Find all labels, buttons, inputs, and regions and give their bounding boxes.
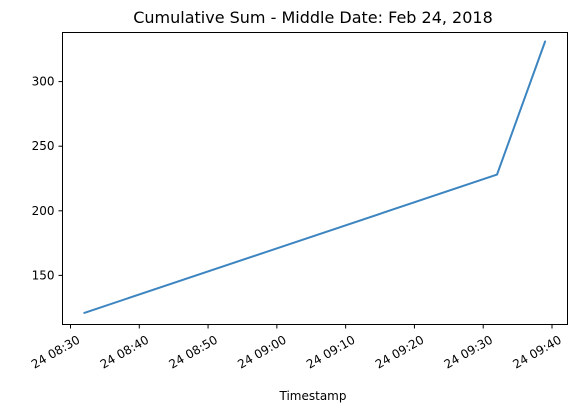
x-axis-label: Timestamp [279, 389, 347, 403]
x-tick-label: 24 09:20 [373, 333, 426, 372]
x-tick-label: 24 09:40 [510, 333, 563, 372]
plot-area [63, 33, 568, 325]
x-tick-label: 24 09:30 [442, 333, 495, 372]
y-tick-label: 150 [32, 268, 55, 282]
y-axis: 150 200 250 300 [32, 75, 63, 283]
series-line [84, 42, 545, 313]
y-tick-label: 300 [32, 75, 55, 89]
x-tick-label: 24 09:00 [235, 333, 288, 372]
x-tick-label: 24 08:50 [166, 333, 219, 372]
chart-title: Cumulative Sum - Middle Date: Feb 24, 20… [133, 8, 493, 27]
x-axis: 24 08:30 24 08:40 24 08:50 24 09:00 24 09:10… [29, 325, 564, 372]
y-tick-label: 200 [32, 204, 55, 218]
series-group [84, 42, 545, 313]
x-tick-label: 24 08:30 [29, 333, 82, 372]
x-tick-label: 24 08:40 [98, 333, 151, 372]
y-tick-label: 250 [32, 139, 55, 153]
x-tick-label: 24 09:10 [304, 333, 357, 372]
